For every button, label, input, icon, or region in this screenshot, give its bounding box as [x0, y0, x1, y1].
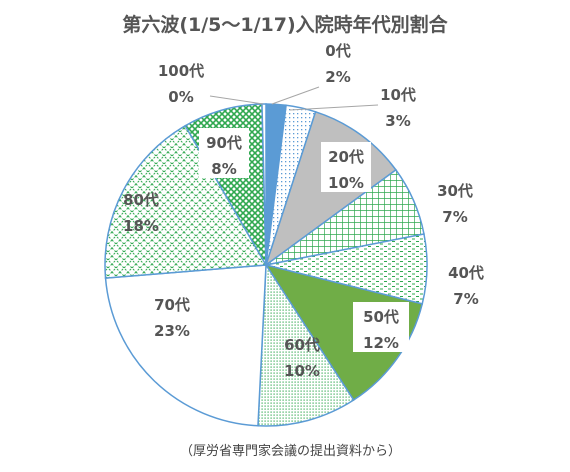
slice-label: 40代 [448, 264, 484, 282]
pie-slice-80代 [104, 124, 268, 279]
slice-label: 60代 [284, 336, 320, 354]
slice-label: 0代 [325, 42, 350, 60]
slice-percent: 8% [211, 160, 236, 178]
slice-percent: 10% [284, 362, 320, 380]
slice-label: 90代 [206, 134, 242, 152]
slice-label: 100代 [158, 62, 204, 80]
pie-slices [104, 103, 428, 427]
leader-line [271, 86, 320, 105]
pie-slice-60代 [257, 262, 355, 427]
slice-percent: 18% [123, 217, 159, 235]
slice-percent: 12% [363, 334, 399, 352]
chart-title: 第六波(1/5～1/17)入院時年代別割合 [122, 14, 448, 36]
leader-line [209, 95, 264, 105]
slice-percent: 0% [168, 88, 193, 106]
label-box [199, 128, 249, 178]
slice-label: 70代 [154, 296, 190, 314]
slice-label: 20代 [328, 148, 364, 166]
slice-label: 80代 [123, 191, 159, 209]
pie-labels: 0代 2% 10代 3% 20代 10% 30代 7% 40代 7% 50代 12% 60代 10% 70代… [123, 42, 484, 380]
source-note: （厚労省専門家会議の提出資料から） [180, 444, 402, 459]
pie-slice-70代 [104, 264, 267, 427]
pie-slice-50代 [264, 263, 424, 402]
slice-percent: 3% [385, 112, 410, 130]
label-box [321, 142, 371, 192]
slice-percent: 23% [154, 322, 190, 340]
slice-percent: 2% [325, 68, 350, 86]
slice-label: 30代 [437, 182, 473, 200]
label-box [353, 302, 409, 352]
slice-label: 50代 [363, 308, 399, 326]
slice-percent: 7% [453, 290, 478, 308]
slice-percent: 10% [328, 174, 364, 192]
slice-percent: 7% [442, 208, 467, 226]
leader-line [289, 104, 379, 111]
slice-label: 10代 [380, 86, 416, 104]
